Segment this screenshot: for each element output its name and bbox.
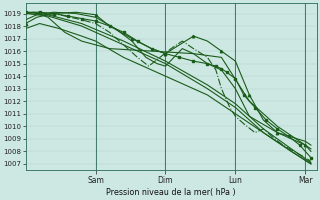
X-axis label: Pression niveau de la mer( hPa ): Pression niveau de la mer( hPa ) bbox=[106, 188, 236, 197]
